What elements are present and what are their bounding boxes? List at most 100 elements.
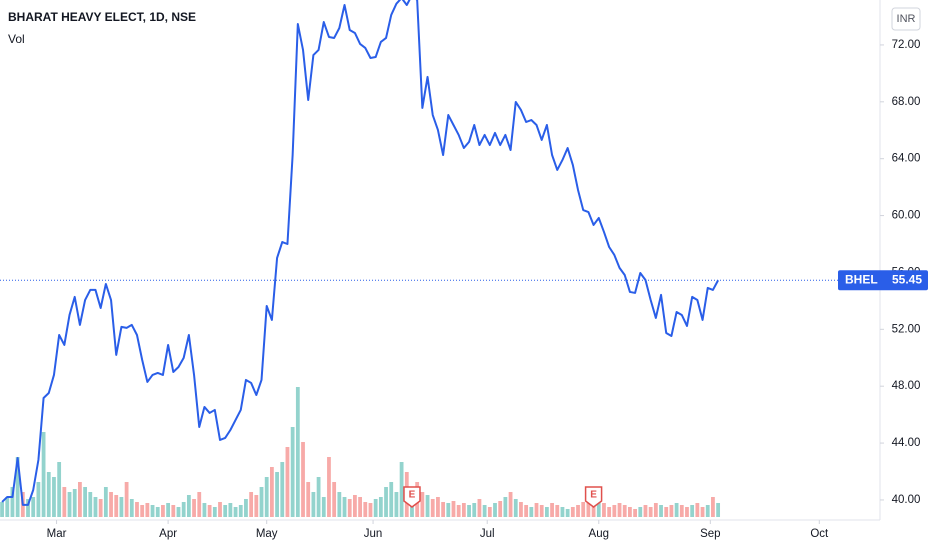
x-tick-label: Jul (480, 528, 495, 540)
volume-bar (519, 502, 523, 517)
currency-box[interactable] (891, 7, 921, 31)
volume-bar (555, 505, 560, 517)
currency[interactable]: INR (897, 13, 916, 25)
volume-bar (565, 509, 570, 517)
volume-bar (316, 477, 321, 517)
volume-bar (659, 505, 663, 517)
volume-bar (52, 477, 56, 517)
volume-bar (373, 499, 378, 517)
volume-bar (218, 502, 222, 517)
volume-bar (617, 503, 622, 517)
x-tick-label: Apr (159, 528, 177, 540)
symbol-label: BHEL (845, 272, 878, 286)
volume-bar (394, 492, 399, 517)
volume-bar (399, 462, 404, 517)
volume-bar (591, 505, 596, 517)
axis-layer: 40.0044.0048.0052.0056.0060.0064.0068.00… (47, 39, 928, 540)
volume-label: Vol (8, 32, 25, 46)
volume-bar (197, 492, 202, 517)
volume-bar (368, 503, 373, 517)
volume-bar (264, 477, 269, 517)
volume-bar (705, 505, 710, 517)
volume-bar (0, 502, 4, 517)
volume-bar (576, 505, 580, 517)
volume-bar (207, 505, 212, 517)
volume-bar (628, 507, 632, 517)
volume-bar (353, 495, 357, 517)
volume-bar (161, 505, 165, 517)
x-tick-label: Jun (364, 528, 383, 540)
volume-bar (446, 503, 451, 517)
volume-bar (249, 492, 254, 517)
volume-bar (321, 497, 326, 517)
y-tick-label: 40.00 (892, 494, 921, 506)
volume-bar (602, 503, 606, 517)
volume-bar (311, 492, 316, 517)
volume-bar (259, 487, 264, 517)
volume-bar (135, 502, 139, 517)
x-tick-label: May (256, 528, 278, 540)
volume-bar (586, 503, 591, 517)
volume-bar (695, 503, 700, 517)
volume-bar (539, 505, 544, 517)
volume-bar (347, 499, 352, 517)
earnings-event[interactable]: E (403, 486, 421, 508)
volume-bar (529, 507, 534, 517)
volume-bar (88, 492, 93, 517)
volume-bar (26, 499, 30, 517)
y-tick-label: 44.00 (892, 437, 921, 449)
volume-bar (57, 462, 62, 517)
volume-bar (498, 501, 503, 517)
earnings-event[interactable]: E (584, 486, 603, 508)
volume-bar (254, 495, 259, 517)
volume-bar (301, 442, 305, 517)
volume-bar (181, 502, 186, 517)
volume-bar (487, 507, 492, 517)
volume-bar (46, 472, 51, 517)
volume-bar (41, 432, 46, 517)
volume-bar (503, 497, 508, 517)
volume-bar (643, 505, 648, 517)
volume-bar (358, 497, 362, 517)
earnings-icon (403, 486, 421, 508)
volume-bar (581, 502, 586, 517)
chart-title: BHARAT HEAVY ELECT, 1D, NSE (8, 10, 196, 24)
volume-bar (674, 503, 679, 517)
volume-bar (524, 505, 529, 517)
volume-bar (192, 499, 196, 517)
last-price-label: 55.45 (892, 272, 922, 286)
volume-bar (461, 503, 466, 517)
volume-bar (93, 497, 98, 517)
volume-bar (716, 503, 721, 517)
volume-bar (685, 507, 689, 517)
volume-bar (679, 505, 684, 517)
volume-bar (285, 447, 290, 517)
volume-bar (124, 482, 129, 517)
volume-bar (36, 482, 41, 517)
volume-bar (233, 507, 238, 517)
volume-bar (119, 497, 124, 517)
volume-bar (78, 482, 82, 517)
volume-bar (15, 457, 20, 517)
volume-bar (342, 497, 347, 517)
volume-bar (607, 507, 612, 517)
volume-bar (269, 467, 274, 517)
volume-bar (290, 427, 295, 517)
volume-bar (212, 507, 217, 517)
volume-bar (83, 487, 87, 517)
volume-bar (223, 505, 228, 517)
volume-bar (441, 502, 446, 517)
price-layer (0, 0, 880, 506)
volume-bar (456, 505, 461, 517)
volume-bar (5, 497, 10, 517)
volume-bar (176, 507, 181, 517)
volume-bar (384, 487, 388, 517)
volume-bar (155, 507, 160, 517)
volume-bar (67, 492, 72, 517)
volume-bar (72, 489, 77, 517)
y-tick-label: 52.00 (892, 323, 921, 335)
volume-bar (363, 502, 368, 517)
volume-bar (508, 492, 513, 517)
